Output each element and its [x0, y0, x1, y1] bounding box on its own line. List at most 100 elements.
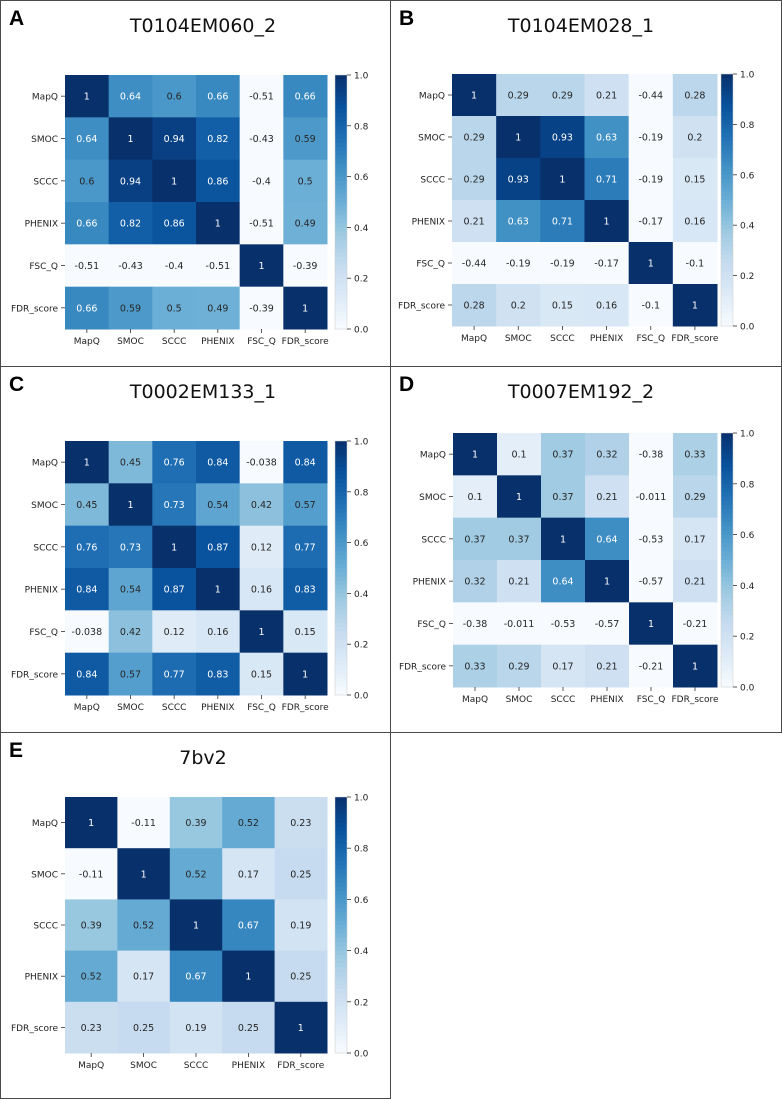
- cell-value-label: 0.2: [687, 133, 702, 144]
- cell-value-label: 0.16: [251, 585, 272, 596]
- colorbar-segment: [721, 615, 733, 620]
- heatmap-cell: [65, 525, 110, 569]
- colorbar-segment: [721, 263, 733, 268]
- colorbar-segment: [335, 1027, 347, 1033]
- cell-value-label: 0.19: [290, 921, 311, 932]
- cell-value-label: -0.21: [683, 619, 708, 630]
- colorbar-segment: [721, 107, 733, 113]
- heatmap-cell: [452, 74, 497, 117]
- colorbar-segment: [721, 500, 733, 506]
- heatmap-cell: [274, 797, 328, 849]
- cell-value-label: 1: [302, 669, 308, 680]
- cell-value-label: 1: [127, 500, 133, 511]
- colorbar-segment: [721, 636, 733, 642]
- heatmap-cell: [108, 202, 153, 245]
- colorbar-segment: [335, 601, 347, 607]
- colorbar-segment: [721, 166, 733, 172]
- x-tick-label: MapQ: [78, 1061, 104, 1071]
- colorbar-segment: [721, 682, 733, 688]
- colorbar-segment: [721, 551, 733, 557]
- colorbar-segment: [335, 937, 347, 943]
- heatmap-cell: [496, 242, 541, 285]
- heatmap-cell: [108, 244, 153, 288]
- colorbar-segment: [721, 488, 733, 493]
- colorbar-segment: [721, 627, 733, 633]
- cell-value-label: 0.16: [207, 627, 228, 638]
- heatmap-cell: [274, 848, 328, 900]
- panel-letter: A: [9, 7, 25, 30]
- cell-value-label: 0.29: [464, 175, 485, 186]
- colorbar-segment: [335, 261, 347, 267]
- panel-a: A T0104EM060_2 1 0.64 0.6 0.66 -0.51 0.66 0.64…: [0, 0, 391, 367]
- colorbar-segment: [335, 542, 347, 548]
- colorbar-segment: [721, 179, 733, 184]
- cell-value-label: 0.28: [684, 91, 705, 102]
- colorbar-segment: [335, 1035, 347, 1041]
- colorbar-segment: [721, 665, 733, 671]
- cell-value-label: -0.11: [79, 869, 104, 880]
- colorbar-segment: [721, 284, 733, 289]
- heatmap-d: 1 0.1 0.37 0.32 -0.38 0.330.1 1 0.37 0.21 -0.011 0…: [399, 430, 755, 706]
- colorbar-segment: [335, 606, 347, 611]
- colorbar-segment: [335, 593, 347, 599]
- colorbar-segment: [335, 453, 347, 459]
- heatmap-cell: [196, 286, 241, 330]
- colorbar-segment: [335, 656, 347, 662]
- cell-value-label: 0.21: [684, 577, 705, 588]
- x-tick-label: FDR_score: [282, 703, 330, 713]
- heatmap-cell: [152, 568, 197, 611]
- colorbar-segment: [335, 125, 347, 131]
- heatmap-a: 1 0.64 0.6 0.66 -0.51 0.66 0.64 1 0.94 0.82 -0.43 0…: [11, 72, 369, 348]
- cell-value-label: 1: [298, 1023, 304, 1034]
- colorbar-segment: [335, 568, 347, 573]
- cell-value-label: 1: [515, 133, 521, 144]
- colorbar-segment: [721, 471, 733, 476]
- colorbar-tick-label: 1.0: [740, 430, 755, 440]
- colorbar-tick-label: 0.2: [354, 998, 368, 1008]
- heatmap-cell: [283, 568, 328, 611]
- colorbar-segment: [335, 682, 347, 688]
- heatmap-cell: [584, 284, 630, 327]
- cell-value-label: 0.73: [164, 500, 185, 511]
- heatmap-cell: [584, 200, 630, 243]
- cell-value-label: 0.17: [133, 972, 154, 983]
- chart-title: T0002EM133_1: [129, 381, 277, 403]
- heatmap-cell: [65, 483, 110, 527]
- colorbar-segment: [335, 861, 347, 866]
- colorbar-frame: [334, 440, 348, 696]
- panel-letter: C: [9, 373, 25, 396]
- heatmap-cell: [117, 899, 171, 952]
- y-tick-label: SCCC: [33, 922, 58, 932]
- cell-value-label: 0.76: [76, 542, 97, 553]
- colorbar-segment: [335, 307, 347, 313]
- colorbar-tick-label: 0.4: [740, 582, 755, 592]
- colorbar-segment: [721, 449, 733, 455]
- colorbar-segment: [335, 1010, 347, 1016]
- heatmap-cell: [540, 158, 585, 201]
- heatmap-cell: [452, 200, 497, 243]
- cell-value-label: 0.25: [290, 869, 311, 880]
- colorbar-segment: [335, 686, 347, 692]
- panel-d: D T0007EM192_2 1 0.1 0.37 0.32 -0.38 0.33 0.1 1…: [390, 366, 782, 733]
- cell-value-label: 0.49: [207, 303, 228, 314]
- heatmap-cell: [222, 950, 276, 1003]
- heatmap-cell: [496, 158, 541, 201]
- colorbar-segment: [721, 619, 733, 625]
- y-tick-label: SCCC: [33, 543, 58, 553]
- colorbar-tick-label: 0.6: [354, 173, 369, 183]
- colorbar-segment: [721, 216, 733, 222]
- cell-value-label: 0.28: [464, 301, 485, 312]
- y-tick-label: FDR_score: [11, 304, 59, 314]
- heatmap-cell: [196, 610, 241, 654]
- colorbar-segment: [721, 462, 733, 468]
- cell-value-label: 0.64: [76, 134, 97, 145]
- cell-value-label: 1: [516, 492, 522, 503]
- colorbar-tick-label: 0.2: [354, 275, 368, 285]
- colorbar-segment: [721, 644, 733, 650]
- y-tick-label: SCCC: [420, 176, 445, 186]
- heatmap-cell: [497, 560, 542, 603]
- heatmap-cell: [672, 284, 718, 327]
- colorbar-segment: [721, 74, 733, 79]
- cell-value-label: -0.51: [249, 92, 274, 103]
- heatmap-cell: [628, 284, 674, 327]
